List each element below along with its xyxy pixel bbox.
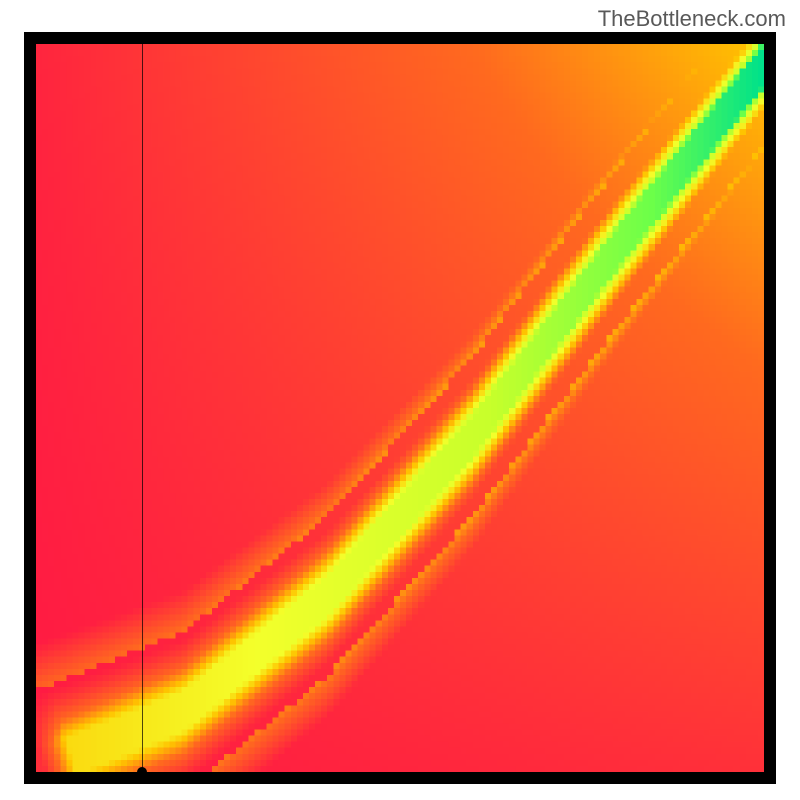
watermark-text: TheBottleneck.com — [598, 6, 786, 32]
bottleneck-heatmap — [36, 44, 764, 772]
plot-area[interactable] — [24, 32, 776, 784]
crosshair-marker-dot — [137, 767, 147, 777]
figure-container: TheBottleneck.com — [0, 0, 800, 800]
crosshair-vertical-line — [142, 44, 143, 772]
